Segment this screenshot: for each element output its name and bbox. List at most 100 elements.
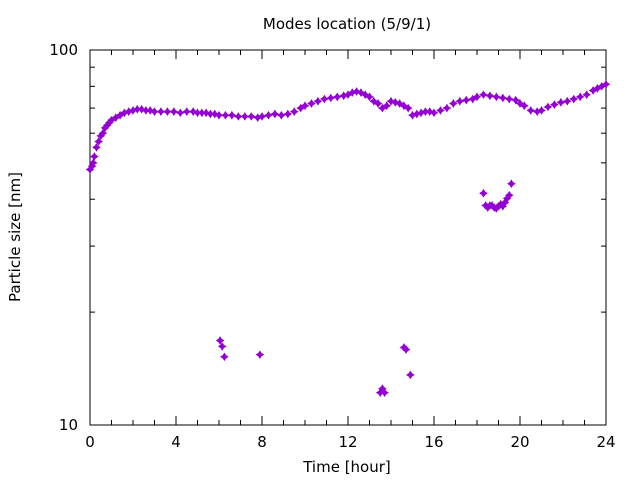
data-point	[92, 143, 101, 152]
data-point	[253, 113, 263, 123]
data-point	[145, 106, 155, 115]
data-point	[569, 94, 579, 104]
data-point	[94, 137, 103, 146]
data-point	[246, 112, 256, 121]
data-point	[449, 99, 458, 108]
data-point	[492, 92, 501, 102]
data-point	[264, 110, 273, 120]
data-point	[320, 94, 329, 104]
plot-frame	[89, 49, 607, 426]
axis-ticks	[89, 49, 607, 426]
x-tick-label: 20	[510, 433, 529, 451]
x-tick-label: 0	[85, 433, 95, 451]
x-axis-tick-labels: 0 4 8 12 16 20 24	[85, 433, 615, 451]
data-point	[519, 101, 529, 111]
x-tick-label: 24	[596, 433, 615, 451]
data-point	[234, 112, 243, 121]
data-point	[89, 152, 99, 161]
data-point	[214, 110, 224, 120]
data-point	[380, 388, 389, 397]
y-axis-tick-labels: 10 100	[49, 41, 78, 434]
data-point	[257, 112, 267, 121]
data-point	[210, 109, 220, 119]
data-point	[373, 99, 383, 108]
data-point	[479, 188, 488, 198]
data-point	[408, 110, 417, 120]
data-point	[270, 109, 280, 119]
data-point	[289, 107, 299, 116]
data-point	[511, 95, 521, 105]
x-tick-label: 8	[257, 433, 267, 451]
data-point	[406, 370, 415, 380]
y-axis-title: Particle size [nm]	[6, 172, 24, 302]
data-point	[562, 96, 572, 106]
data-point	[352, 87, 361, 96]
data-point	[255, 350, 265, 360]
data-point	[332, 92, 342, 102]
data-point	[365, 92, 374, 102]
data-point	[386, 96, 396, 106]
data-point	[339, 91, 349, 101]
x-tick-label: 16	[424, 433, 443, 451]
data-point	[472, 92, 482, 102]
data-point	[347, 88, 357, 97]
data-point	[556, 98, 566, 107]
data-point	[504, 190, 514, 200]
data-point	[128, 106, 138, 115]
data-point	[403, 103, 413, 113]
data-point	[425, 107, 435, 116]
x-axis-title: Time [hour]	[302, 458, 391, 476]
data-point	[582, 90, 591, 100]
data-point	[240, 112, 250, 121]
data-point	[455, 96, 465, 106]
data-point	[283, 109, 293, 119]
data-point	[182, 107, 192, 116]
y-tick-label: 10	[59, 416, 78, 434]
data-point	[221, 110, 230, 120]
data-point	[412, 109, 422, 119]
data-point	[163, 107, 172, 116]
data-point	[217, 342, 227, 351]
data-point	[485, 91, 495, 101]
data-point	[461, 95, 471, 105]
data-point	[550, 100, 559, 109]
data-point	[436, 106, 445, 115]
data-point	[156, 107, 166, 116]
data-point	[175, 108, 185, 118]
data-point	[601, 79, 611, 89]
data-point	[507, 179, 516, 189]
data-point	[277, 110, 286, 120]
chart-title: Modes location (5/9/1)	[263, 15, 431, 33]
data-point	[307, 99, 316, 108]
data-point	[429, 108, 439, 118]
data-point	[442, 103, 452, 113]
data-point	[215, 336, 225, 345]
data-point	[98, 128, 108, 138]
data-point	[313, 96, 323, 106]
data-point	[120, 108, 129, 118]
data-points	[85, 79, 611, 397]
data-point	[498, 93, 508, 103]
x-tick-label: 12	[338, 433, 357, 451]
data-point	[220, 352, 229, 362]
data-point	[227, 110, 237, 120]
data-point	[401, 345, 411, 354]
data-point	[532, 107, 542, 116]
data-point	[504, 94, 514, 104]
data-point	[390, 98, 400, 107]
data-point	[479, 90, 488, 100]
data-point	[169, 107, 179, 116]
data-point	[88, 158, 98, 168]
data-point	[201, 108, 211, 118]
data-point	[537, 106, 546, 115]
data-point	[137, 104, 146, 114]
data-point	[326, 93, 336, 103]
data-point	[416, 108, 426, 118]
data-point	[188, 107, 198, 116]
data-point	[300, 101, 310, 111]
data-point	[382, 101, 392, 111]
data-point	[124, 107, 134, 116]
data-point	[543, 102, 553, 112]
